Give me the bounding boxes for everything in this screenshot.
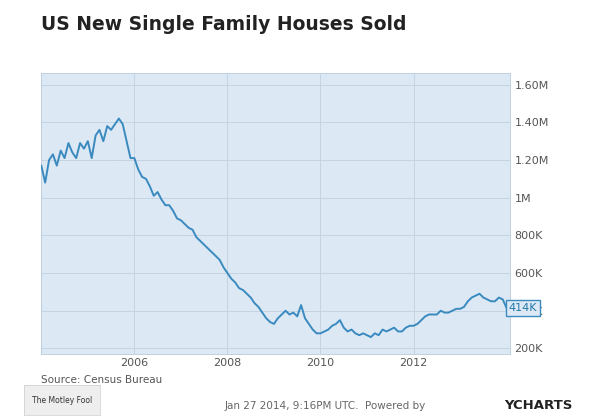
Text: Jan 27 2014, 9:16PM UTC.  Powered by: Jan 27 2014, 9:16PM UTC. Powered by — [224, 401, 425, 411]
Text: Source: Census Bureau: Source: Census Bureau — [41, 375, 163, 385]
Text: 414K: 414K — [509, 303, 537, 313]
Text: YCHARTS: YCHARTS — [504, 399, 573, 412]
Text: US New Single Family Houses Sold: US New Single Family Houses Sold — [41, 15, 407, 34]
Text: The Motley Fool: The Motley Fool — [32, 396, 92, 405]
